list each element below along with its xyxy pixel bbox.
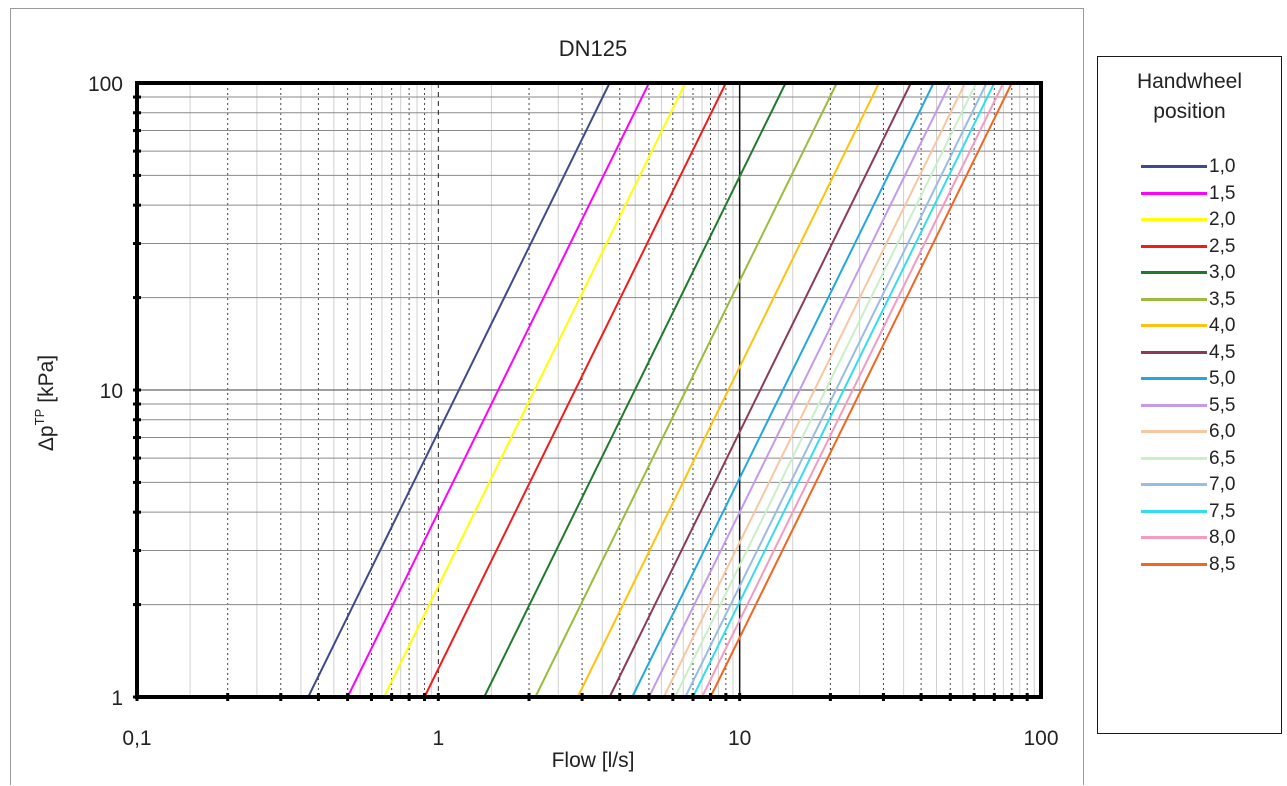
legend-swatch <box>1141 377 1207 380</box>
legend-swatch <box>1141 324 1207 327</box>
legend-label: 6,5 <box>1209 447 1236 469</box>
series-line-3 <box>383 82 687 698</box>
legend-swatch <box>1141 350 1207 354</box>
legend: Handwheel position 1,0 1,5 2,0 2,5 3,0 3,5 4,0… <box>1097 56 1282 734</box>
legend-item: 6,0 <box>1098 420 1281 444</box>
series-line-11 <box>662 82 966 698</box>
x-tick-label: 1 <box>432 727 444 750</box>
series-line-14 <box>692 82 996 698</box>
legend-label: 5,5 <box>1209 394 1236 416</box>
series-line-5 <box>483 82 787 698</box>
y-tick-label: 1 <box>111 687 123 710</box>
legend-item: 5,5 <box>1098 394 1281 418</box>
series-line-7 <box>576 82 880 698</box>
series-line-12 <box>674 82 978 698</box>
y-tick-label: 100 <box>88 73 123 96</box>
series-line-8 <box>608 82 912 698</box>
series-line-1 <box>307 82 611 698</box>
legend-item: 6,5 <box>1098 447 1281 471</box>
y-axis-label-unit: [kPa] <box>35 355 58 403</box>
legend-item: 3,5 <box>1098 288 1281 312</box>
legend-swatch <box>1141 430 1207 433</box>
legend-title-line-2: position <box>1153 100 1226 123</box>
legend-item: 5,0 <box>1098 367 1281 391</box>
legend-swatch <box>1141 297 1207 301</box>
chart-frame: 0,1 1 10 100 1 10 100 DN125 Flow [l/s] ΔpTP [kP… <box>10 8 1084 785</box>
legend-item: 7,5 <box>1098 500 1281 524</box>
legend-swatch <box>1141 403 1207 407</box>
legend-label: 6,0 <box>1209 421 1236 442</box>
legend-label: 4,0 <box>1209 315 1236 336</box>
chart-title: DN125 <box>559 36 627 61</box>
series-line-13 <box>684 82 988 698</box>
legend-swatch <box>1141 271 1207 274</box>
legend-item: 8,5 <box>1098 553 1281 577</box>
series-line-9 <box>631 82 935 698</box>
legend-item: 1,0 <box>1098 155 1281 179</box>
legend-swatch <box>1141 165 1207 168</box>
legend-item: 7,0 <box>1098 473 1281 497</box>
series-line-6 <box>534 82 838 698</box>
legend-label: 4,5 <box>1209 341 1236 363</box>
legend-swatch <box>1141 562 1207 566</box>
series-line-16 <box>709 82 1013 698</box>
legend-label: 7,5 <box>1209 500 1236 522</box>
legend-swatch <box>1141 456 1207 460</box>
legend-item: 2,5 <box>1098 235 1281 259</box>
y-axis-label-superscript: TP <box>32 409 47 426</box>
legend-item: 4,0 <box>1098 314 1281 338</box>
legend-title-line-1: Handwheel <box>1136 70 1243 93</box>
x-axis-label: Flow [l/s] <box>552 749 635 772</box>
axes: 0,1 1 10 100 1 10 100 <box>88 73 1059 750</box>
legend-label: 8,0 <box>1209 527 1236 548</box>
series-line-2 <box>346 82 650 698</box>
legend-label: 2,5 <box>1209 235 1236 257</box>
legend-swatch <box>1141 509 1207 513</box>
legend-item: 4,5 <box>1098 341 1281 365</box>
series-line-15 <box>701 82 1005 698</box>
y-tick-label: 10 <box>100 380 123 403</box>
legend-label: 7,0 <box>1209 474 1236 495</box>
x-tick-label: 0,1 <box>122 727 151 750</box>
legend-label: 5,0 <box>1209 368 1236 389</box>
series-line-10 <box>648 82 952 698</box>
legend-swatch <box>1141 218 1207 221</box>
x-tick-label: 100 <box>1023 727 1058 750</box>
legend-item: 1,5 <box>1098 182 1281 206</box>
legend-item: 2,0 <box>1098 208 1281 232</box>
legend-swatch <box>1141 244 1207 248</box>
legend-label: 1,0 <box>1209 156 1236 177</box>
x-tick-label: 10 <box>728 727 751 750</box>
series-line-4 <box>423 82 727 698</box>
plot-area: 0,1 1 10 100 1 10 100 DN125 Flow [l/s] ΔpTP [kP… <box>32 36 1059 772</box>
legend-item: 3,0 <box>1098 261 1281 285</box>
y-axis-label-symbol: Δp <box>35 425 58 451</box>
legend-swatch <box>1141 483 1207 486</box>
series-lines <box>307 82 1013 698</box>
y-axis-label: ΔpTP [kPa] <box>32 355 58 451</box>
legend-label: 2,0 <box>1209 209 1236 230</box>
legend-label: 3,5 <box>1209 288 1236 310</box>
legend-swatch <box>1141 191 1207 195</box>
legend-swatch <box>1141 536 1207 539</box>
legend-item: 8,0 <box>1098 526 1281 550</box>
legend-label: 3,0 <box>1209 262 1236 283</box>
legend-label: 8,5 <box>1209 553 1236 575</box>
legend-label: 1,5 <box>1209 182 1236 204</box>
